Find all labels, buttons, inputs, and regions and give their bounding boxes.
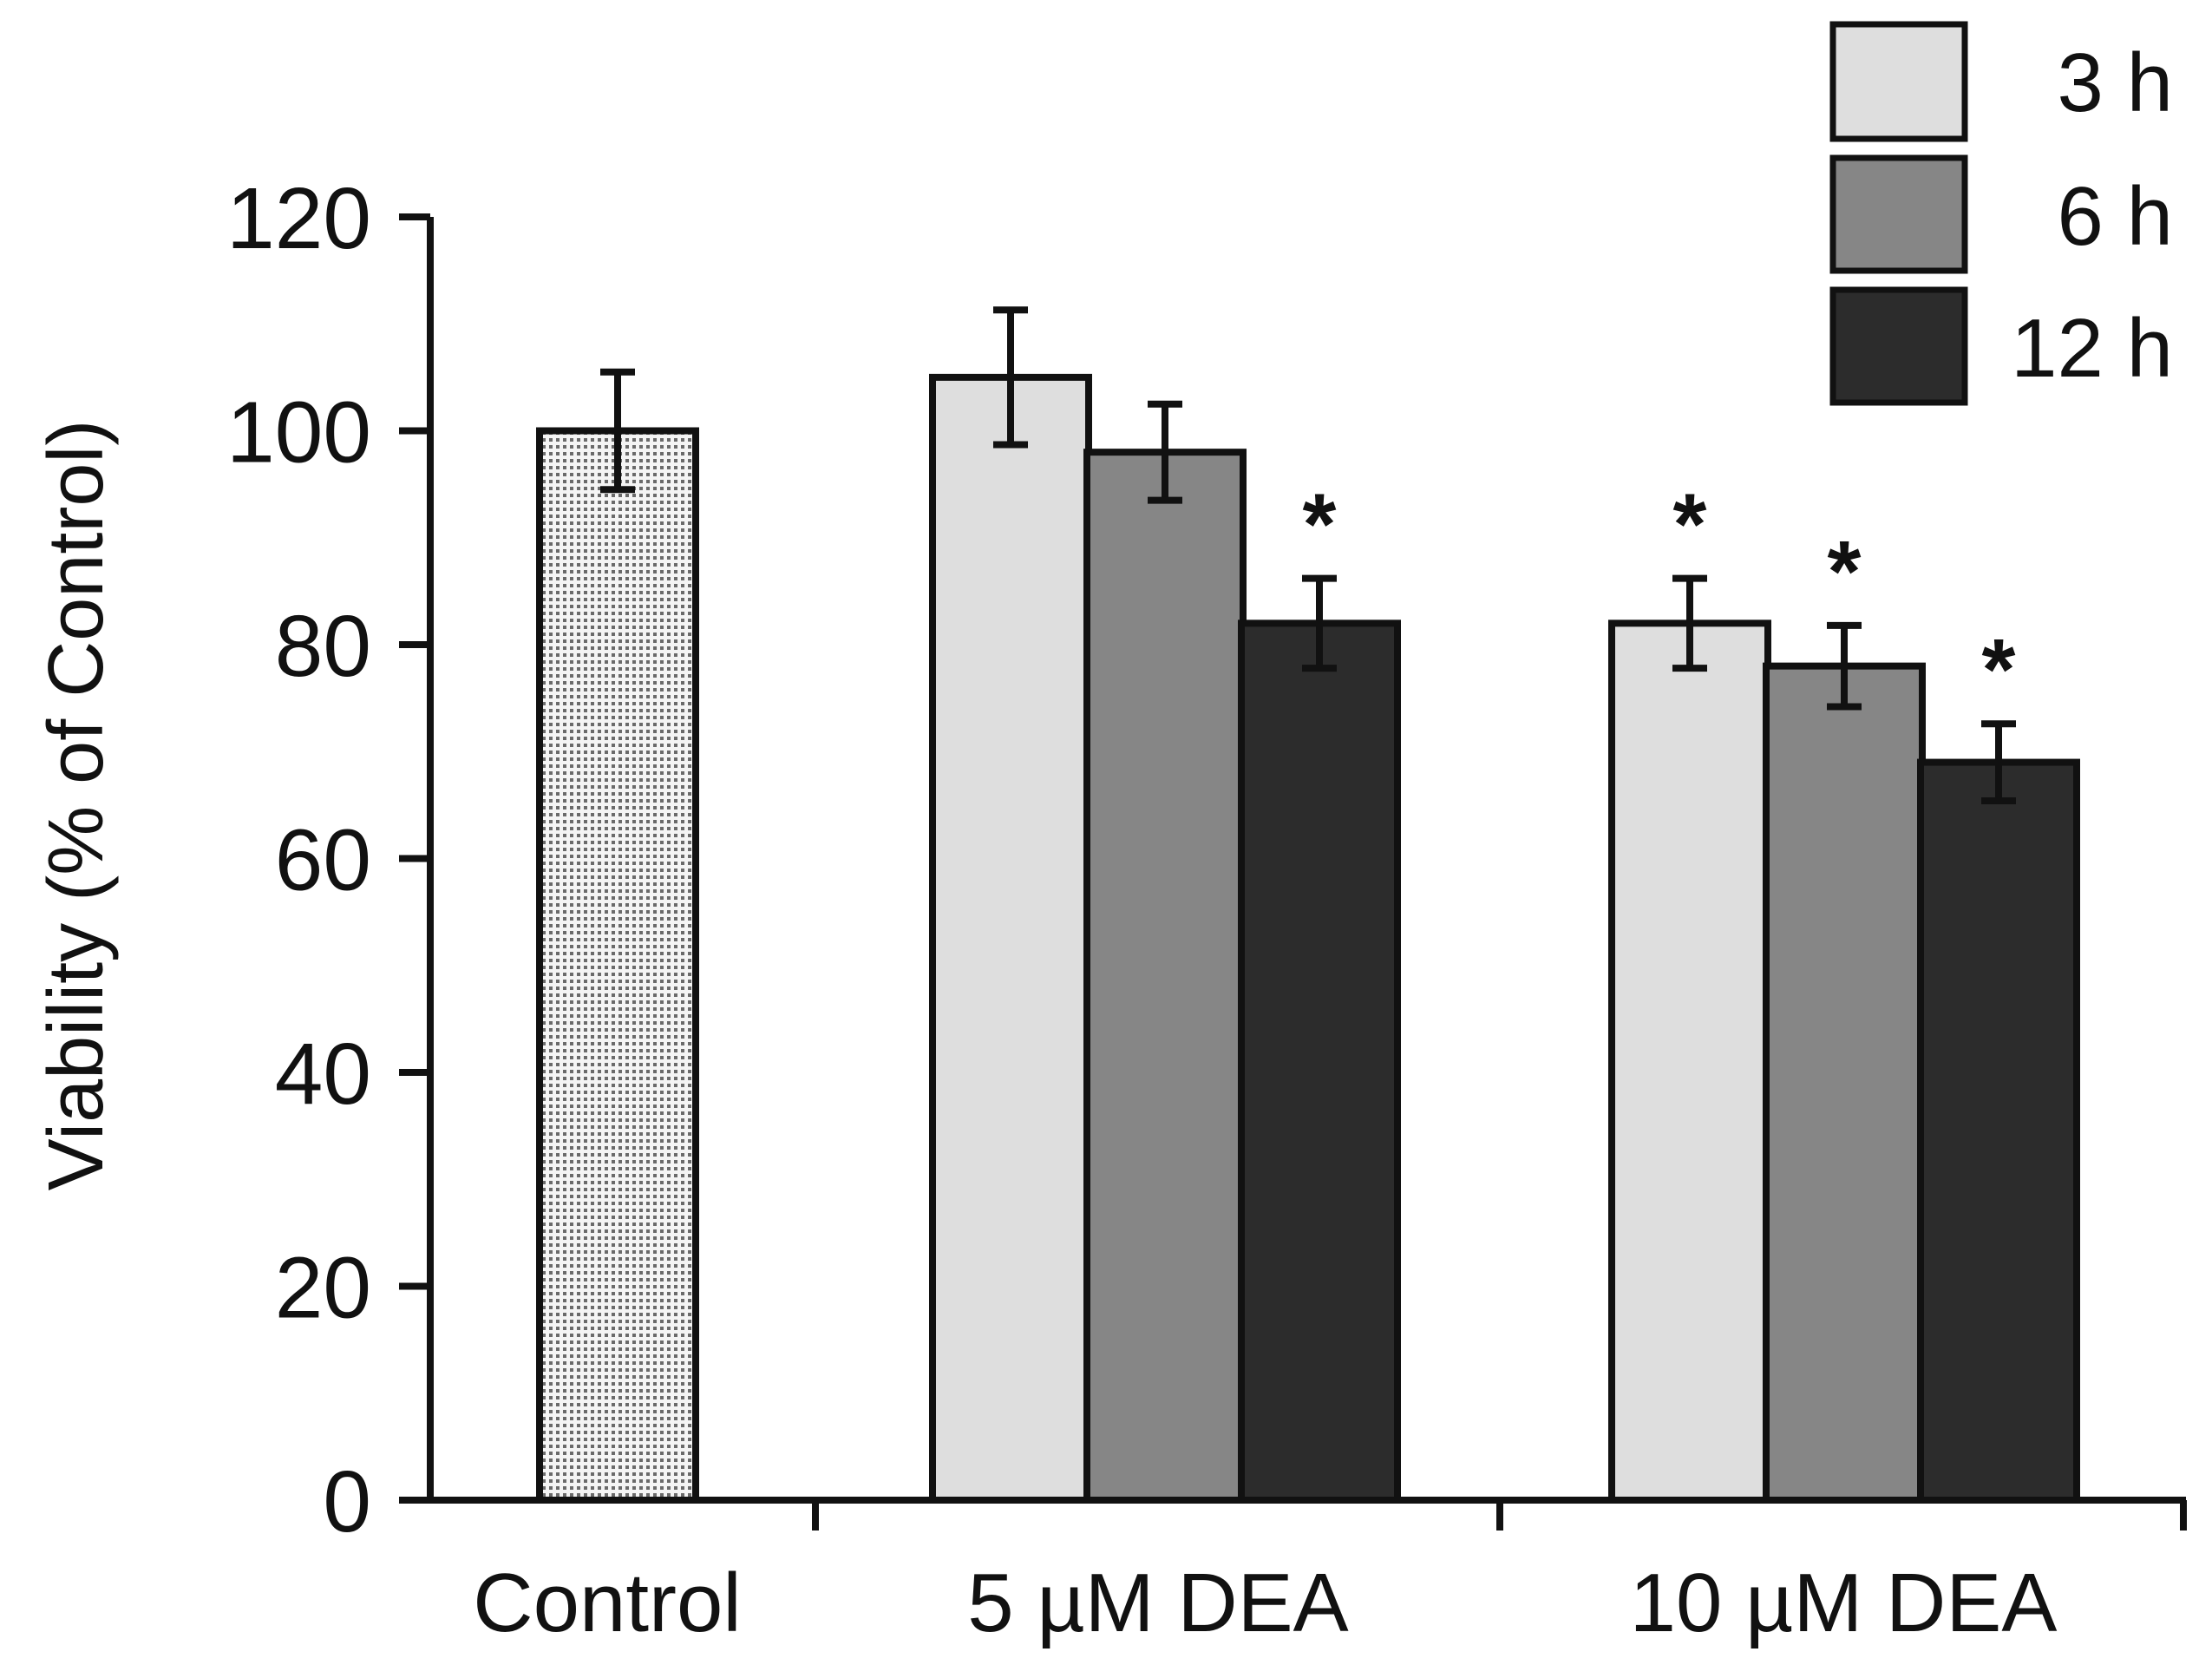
bar-6h-group1 — [1083, 449, 1247, 1504]
significance-star: * — [1303, 476, 1337, 574]
error-bar-12h-group1 — [1302, 574, 1337, 672]
legend-label-12h: 12 h — [2011, 302, 2173, 395]
y-tick-label: 80 — [275, 598, 371, 695]
error-bar-control — [600, 368, 635, 494]
y-tick-label: 100 — [226, 384, 371, 482]
legend-label-6h: 6 h — [2058, 170, 2173, 263]
y-axis-ticks: 0 20 40 60 80 100 120 — [226, 170, 430, 1550]
bar-3h-group1 — [929, 373, 1092, 1504]
category-label-5um: 5 µM DEA — [967, 1557, 1348, 1649]
error-bar-6h-group1 — [1148, 400, 1182, 504]
y-tick-label: 20 — [275, 1240, 371, 1337]
error-bars-layer — [600, 306, 2016, 804]
y-axis-title: Viability (% of Control) — [33, 420, 120, 1191]
bar-12h-group1 — [1238, 619, 1401, 1504]
significance-star: * — [1673, 476, 1707, 574]
y-tick-label: 120 — [226, 170, 371, 267]
bars-layer — [536, 373, 2080, 1504]
error-bar-3h-group2 — [1672, 574, 1707, 672]
y-tick-label: 0 — [323, 1453, 371, 1550]
legend-swatch-12h — [1829, 286, 1968, 406]
bar-control — [536, 427, 699, 1504]
legend: 3 h 6 h 12 h — [1829, 21, 2173, 406]
legend-swatch-6h — [1829, 154, 1968, 274]
category-label-10um: 10 µM DEA — [1630, 1557, 2058, 1649]
significance-star: * — [1828, 523, 1862, 620]
bar-6h-group2 — [1763, 662, 1926, 1504]
significance-layer: * * * * — [1303, 476, 2016, 719]
error-bar-12h-group2 — [1981, 720, 2016, 804]
y-tick-label: 60 — [275, 812, 371, 909]
error-bar-6h-group2 — [1827, 621, 1862, 711]
bar-12h-group2 — [1917, 758, 2080, 1504]
error-bar-3h-group1 — [993, 306, 1028, 449]
legend-label-3h: 3 h — [2058, 36, 2173, 129]
bar-3h-group2 — [1608, 619, 1771, 1504]
y-tick-label: 40 — [275, 1026, 371, 1123]
category-label-control: Control — [473, 1557, 741, 1649]
significance-star: * — [1982, 621, 2016, 718]
legend-swatch-3h — [1829, 21, 1968, 142]
